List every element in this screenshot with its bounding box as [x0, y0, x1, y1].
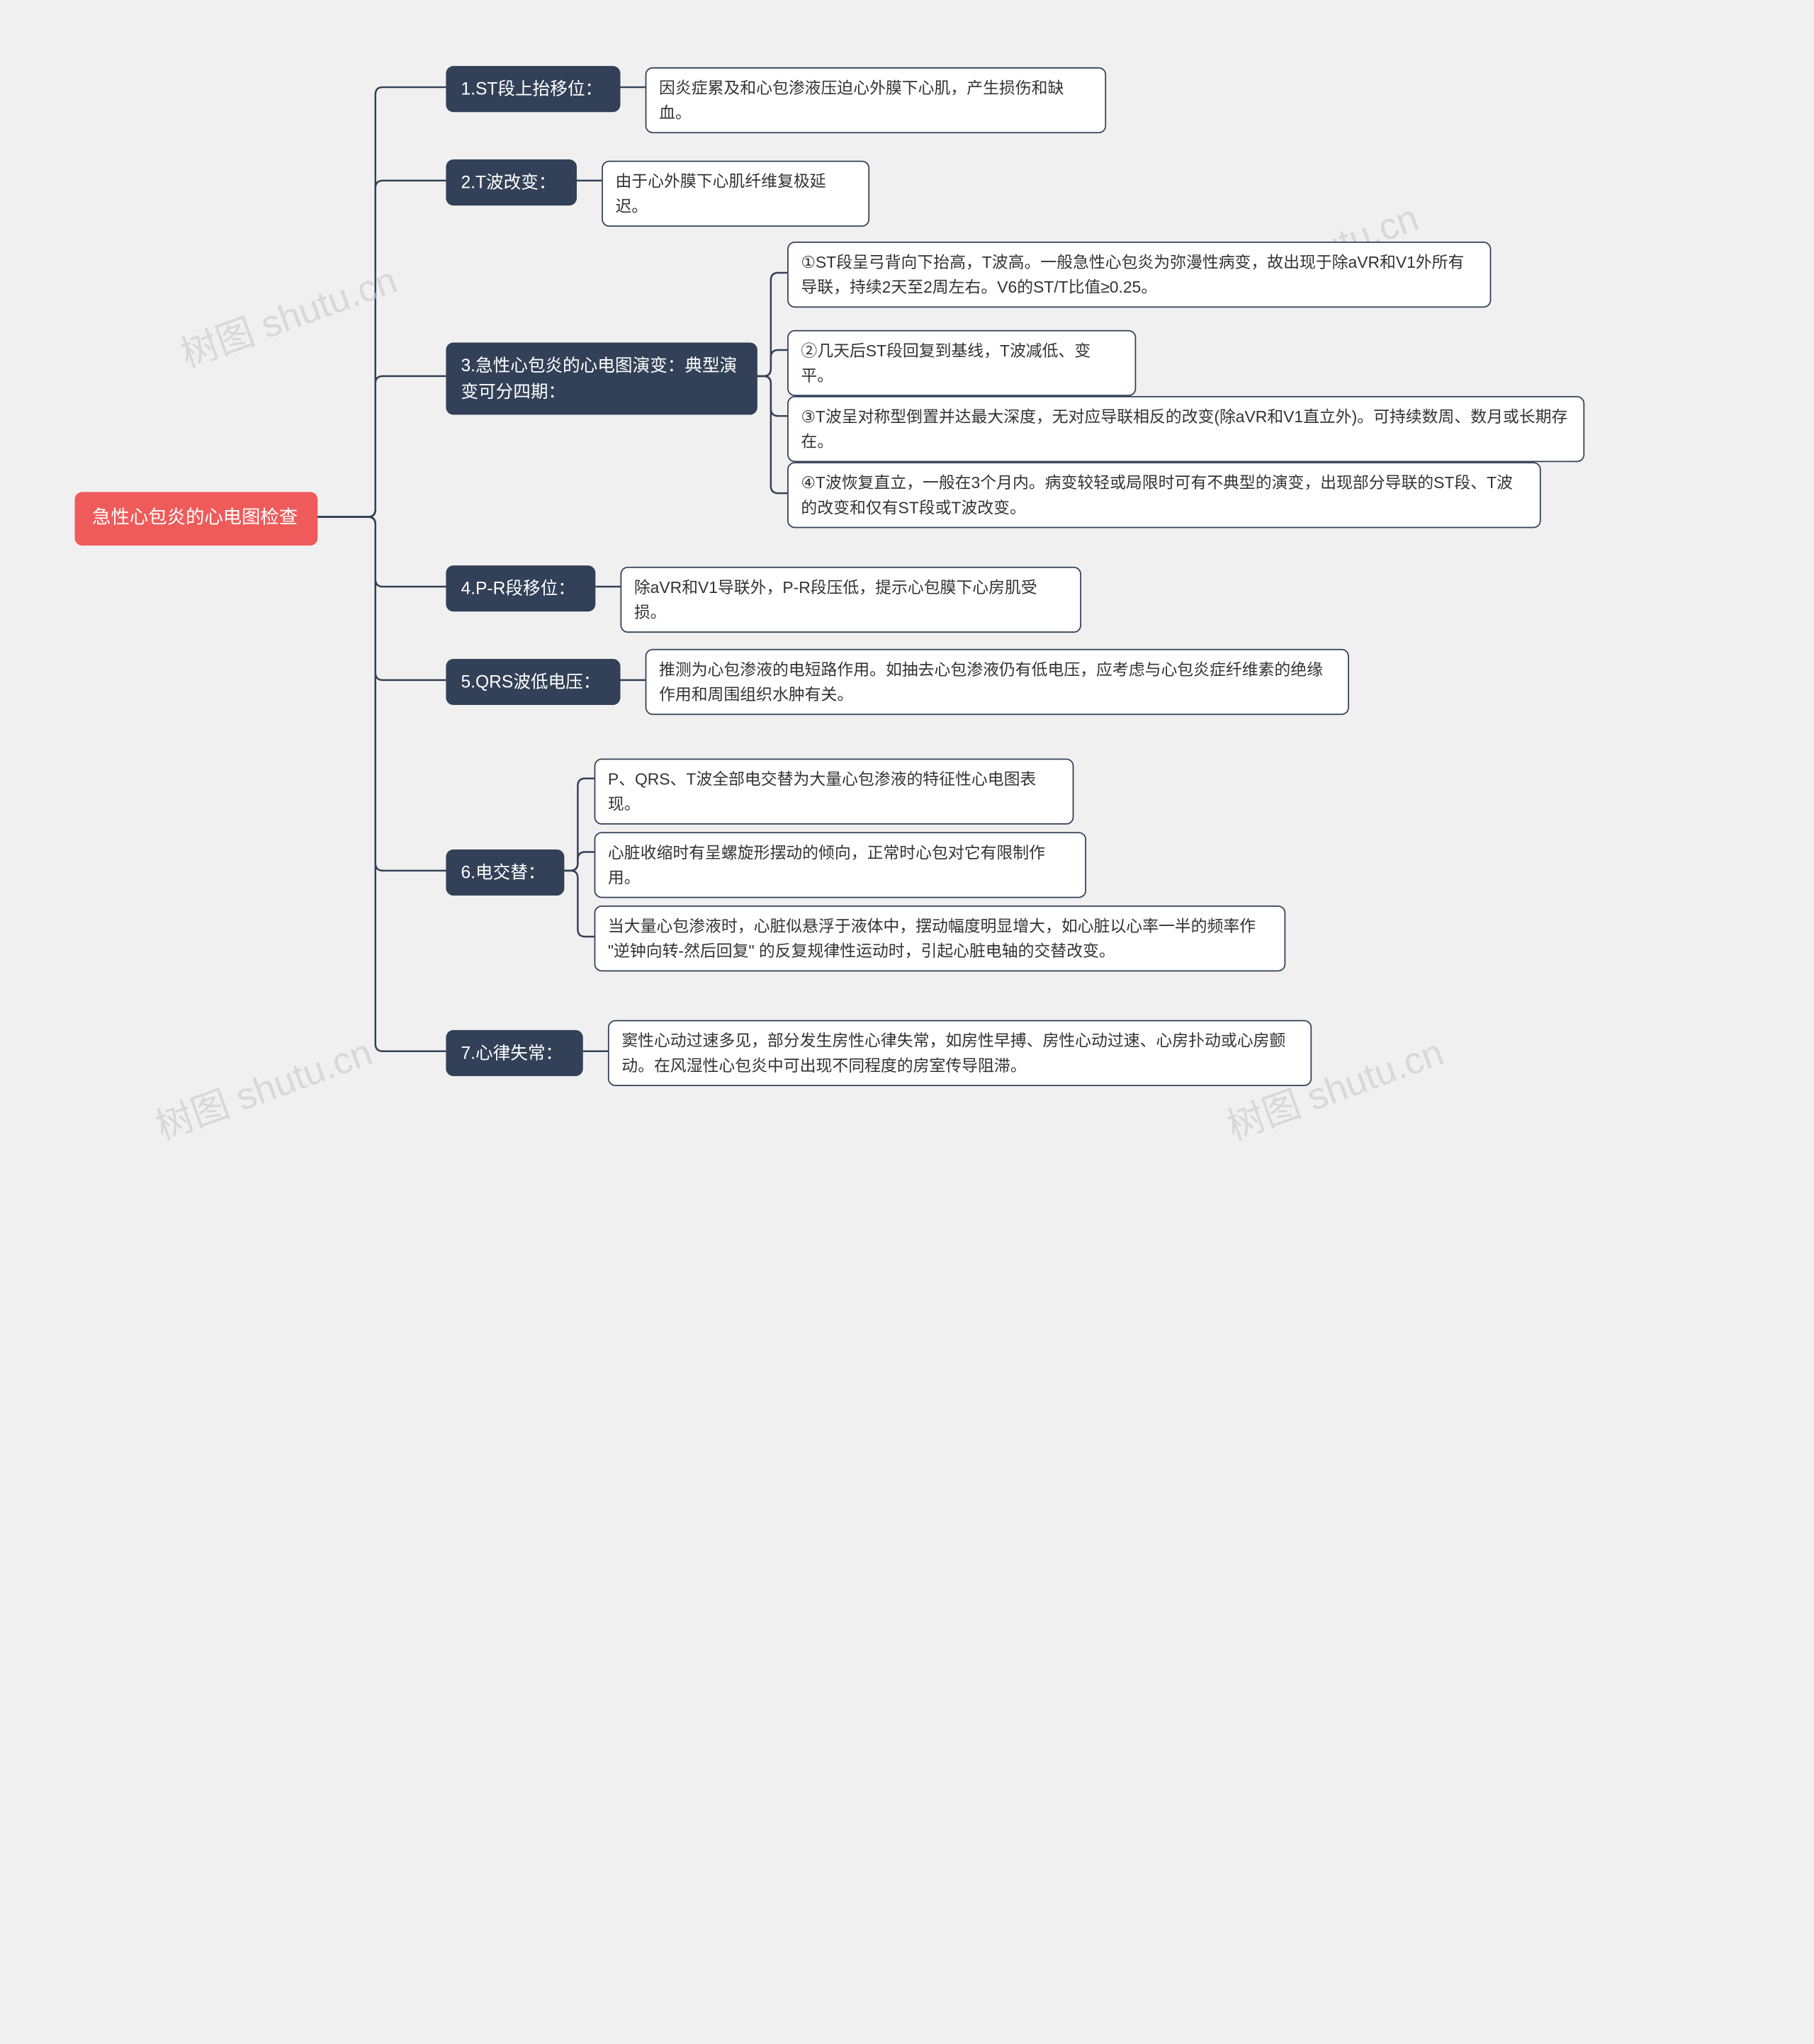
leaf-b3c3: ③T波呈对称型倒置并达最大深度，无对应导联相反的改变(除aVR和V1直立外)。可…: [787, 396, 1584, 462]
leaf-b5c1: 推测为心包渗液的电短路作用。如抽去心包渗液仍有低电压，应考虑与心包炎症纤维素的绝…: [646, 649, 1349, 715]
mindmap-canvas: 树图 shutu.cn树图 shutu.cn树图 shutu.cn树图 shut…: [0, 0, 1814, 2044]
branch-b2: 2.T波改变：: [446, 159, 577, 205]
branch-b1: 1.ST段上抬移位：: [446, 66, 620, 112]
leaf-b2c1: 由于心外膜下心肌纤维复极延迟。: [602, 161, 869, 227]
watermark: 树图 shutu.cn: [147, 1022, 378, 1151]
root-node: 急性心包炎的心电图检查: [74, 492, 317, 545]
branch-b7: 7.心律失常：: [446, 1030, 582, 1076]
branch-b3: 3.急性心包炎的心电图演变：典型演变可分四期：: [446, 342, 757, 414]
branch-b6: 6.电交替：: [446, 849, 564, 896]
leaf-b7c1: 窦性心动过速多见，部分发生房性心律失常，如房性早搏、房性心动过速、心房扑动或心房…: [608, 1020, 1312, 1086]
leaf-b3c2: ②几天后ST段回复到基线，T波减低、变平。: [787, 330, 1136, 396]
watermark: 树图 shutu.cn: [172, 249, 404, 378]
leaf-b3c4: ④T波恢复直立，一般在3个月内。病变较轻或局限时可有不典型的演变，出现部分导联的…: [787, 462, 1541, 528]
branch-b4: 4.P-R段移位：: [446, 565, 595, 611]
leaf-b6c3: 当大量心包渗液时，心脏似悬浮于液体中，摆动幅度明显增大，如心脏以心率一半的频率作…: [595, 905, 1286, 971]
branch-b5: 5.QRS波低电压：: [446, 659, 620, 705]
leaf-b6c1: P、QRS、T波全部电交替为大量心包渗液的特征性心电图表现。: [595, 759, 1074, 825]
leaf-b1c1: 因炎症累及和心包渗液压迫心外膜下心肌，产生损伤和缺血。: [646, 67, 1106, 133]
leaf-b4c1: 除aVR和V1导联外，P-R段压低，提示心包膜下心房肌受损。: [620, 567, 1081, 633]
leaf-b6c2: 心脏收缩时有呈螺旋形摆动的倾向，正常时心包对它有限制作用。: [595, 832, 1086, 898]
leaf-b3c1: ①ST段呈弓背向下抬高，T波高。一般急性心包炎为弥漫性病变，故出现于除aVR和V…: [787, 242, 1491, 307]
